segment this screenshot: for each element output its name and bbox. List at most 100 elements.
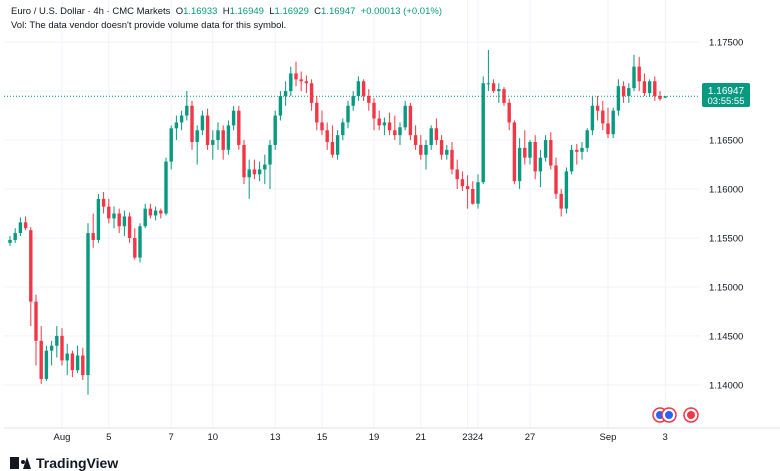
candle	[200, 110, 205, 136]
symbol-title[interactable]: Euro / U.S. Dollar · 4h · CMC Markets	[11, 6, 171, 17]
candle	[403, 100, 407, 131]
candle-body	[564, 171, 569, 209]
candle-body	[403, 105, 407, 128]
candle-body	[185, 105, 189, 116]
candle-body	[23, 222, 28, 229]
time-tick-label: 24	[473, 432, 484, 443]
candle-body	[424, 144, 428, 155]
event-icons[interactable]	[652, 407, 699, 423]
candle-body	[575, 149, 579, 152]
candle-body	[309, 83, 314, 103]
candle-body	[231, 110, 236, 126]
time-tick-label: 21	[416, 432, 427, 443]
low-label: L	[269, 6, 275, 17]
time-axis[interactable]: Aug 5 7 10 13 15 19 21 23 24 27 Sep 3	[54, 432, 668, 443]
candle-body	[29, 230, 33, 302]
candle-body	[320, 122, 324, 131]
time-tick-label: 15	[317, 432, 328, 443]
candle-body	[133, 237, 137, 258]
candle	[450, 142, 454, 175]
candle-body	[304, 81, 309, 84]
candle-body	[533, 142, 537, 172]
candle-body	[434, 128, 439, 141]
candle	[117, 208, 121, 234]
candle	[49, 340, 54, 366]
candle	[8, 236, 12, 246]
low-value: 1.16929	[274, 6, 309, 17]
candle	[465, 175, 470, 209]
time-tick-label: 13	[270, 432, 281, 443]
candle-body	[86, 233, 90, 376]
candle-body	[580, 147, 584, 152]
candle	[559, 189, 563, 217]
candle	[606, 107, 610, 139]
candle-body	[382, 122, 387, 126]
candle-body	[346, 105, 350, 123]
candle	[13, 228, 17, 243]
candle-body	[211, 140, 215, 145]
candle-body	[65, 353, 69, 361]
candle-body	[341, 122, 345, 136]
candle-body	[315, 102, 319, 123]
candle	[283, 81, 288, 106]
candle	[502, 87, 506, 106]
price-tick-label: 1.14500	[709, 331, 743, 342]
candle	[153, 206, 158, 221]
candle-body	[476, 182, 480, 204]
candle-body	[325, 130, 329, 143]
candle	[18, 217, 23, 237]
candle	[268, 140, 272, 190]
candle-body	[252, 169, 257, 175]
candle-body	[367, 95, 371, 103]
candle-body	[148, 208, 153, 216]
candle	[330, 125, 335, 158]
candle	[174, 115, 179, 141]
candle	[138, 223, 142, 263]
candle	[148, 203, 153, 219]
candle	[564, 167, 569, 214]
candle-body	[289, 73, 293, 92]
candle-body	[549, 140, 553, 166]
candle-body	[299, 79, 303, 82]
candle-body	[621, 86, 626, 96]
candle	[107, 198, 111, 224]
tradingview-logo[interactable]: TradingView	[10, 455, 118, 471]
price-label-background	[702, 83, 750, 107]
tradingview-logo-icon	[10, 457, 32, 469]
candle	[39, 326, 43, 384]
candle	[91, 213, 95, 248]
change-value: +0.00013 (+0.01%)	[360, 6, 442, 17]
candle-body	[60, 335, 64, 361]
candle-body	[408, 105, 413, 136]
candle-body	[174, 122, 179, 129]
candle	[377, 110, 381, 131]
price-tick-label: 1.16500	[709, 136, 743, 147]
symbol-legend[interactable]: Euro / U.S. Dollar · 4h · CMC Markets O1…	[11, 6, 442, 17]
candle-body	[523, 147, 527, 158]
candle	[439, 135, 444, 160]
candle-body	[8, 239, 12, 243]
candle-body	[595, 105, 600, 111]
candle	[512, 120, 517, 185]
candle	[455, 159, 459, 190]
candle	[309, 79, 314, 111]
price-tick-label: 1.15500	[709, 233, 743, 244]
candle	[507, 98, 511, 131]
candle-body	[471, 189, 475, 204]
candle	[341, 118, 345, 141]
candle	[304, 75, 309, 94]
candle	[65, 343, 69, 376]
candle	[533, 135, 537, 180]
candle	[122, 210, 127, 237]
candle	[44, 345, 49, 381]
candle	[75, 345, 80, 374]
candle-body	[512, 122, 517, 182]
candle-body	[632, 66, 636, 89]
candle-body	[268, 144, 272, 165]
candle	[481, 76, 485, 185]
candle-body	[653, 81, 657, 96]
candle	[361, 79, 366, 101]
candle	[335, 130, 340, 160]
time-tick-label: 5	[106, 432, 111, 443]
